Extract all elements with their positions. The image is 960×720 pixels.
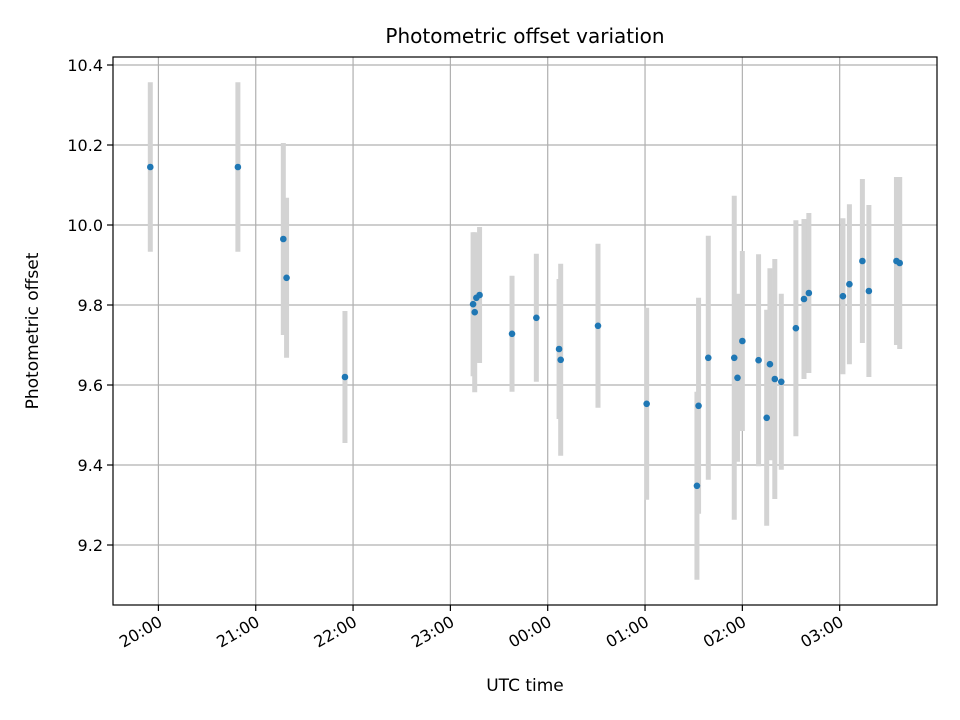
y-tick-label: 9.4 bbox=[78, 456, 103, 475]
plot-frame bbox=[112, 56, 938, 606]
data-point bbox=[859, 257, 866, 265]
y-tick-label: 9.8 bbox=[78, 296, 103, 315]
grid-layer bbox=[113, 57, 937, 605]
data-point bbox=[755, 356, 762, 364]
data-point bbox=[792, 324, 800, 332]
data-point bbox=[734, 374, 741, 382]
data-point bbox=[283, 274, 290, 282]
point-layer bbox=[147, 163, 903, 490]
data-point bbox=[766, 360, 774, 368]
data-point bbox=[800, 295, 808, 303]
data-point bbox=[739, 337, 746, 345]
y-tick-label: 9.2 bbox=[78, 536, 103, 555]
data-point bbox=[557, 356, 564, 364]
data-point bbox=[508, 330, 516, 338]
chart-title: Photometric offset variation bbox=[385, 24, 664, 48]
data-point bbox=[341, 373, 349, 381]
data-point bbox=[469, 300, 477, 308]
data-point bbox=[147, 163, 154, 171]
data-point bbox=[763, 414, 770, 422]
data-point bbox=[777, 378, 785, 386]
data-point bbox=[805, 289, 813, 297]
data-point bbox=[865, 287, 873, 295]
data-point bbox=[846, 280, 853, 288]
data-point bbox=[555, 345, 563, 353]
data-point bbox=[704, 354, 712, 362]
data-point bbox=[695, 402, 702, 410]
data-point bbox=[594, 322, 602, 330]
x-axis-title: UTC time bbox=[486, 676, 564, 696]
y-tick-label: 9.6 bbox=[78, 376, 103, 395]
data-point bbox=[280, 235, 287, 243]
data-point bbox=[771, 375, 779, 383]
data-point bbox=[234, 163, 242, 171]
y-tick-label: 10.4 bbox=[67, 56, 103, 75]
data-point bbox=[643, 400, 650, 408]
data-point bbox=[476, 291, 483, 299]
data-point bbox=[533, 314, 540, 322]
y-tick-label: 10.0 bbox=[67, 216, 103, 235]
data-point bbox=[471, 308, 479, 316]
y-tick-label: 10.2 bbox=[67, 136, 103, 155]
data-point bbox=[693, 482, 701, 490]
data-point bbox=[730, 354, 738, 362]
data-point bbox=[896, 259, 903, 267]
data-point bbox=[839, 292, 847, 300]
y-axis-title: Photometric offset bbox=[23, 252, 43, 409]
